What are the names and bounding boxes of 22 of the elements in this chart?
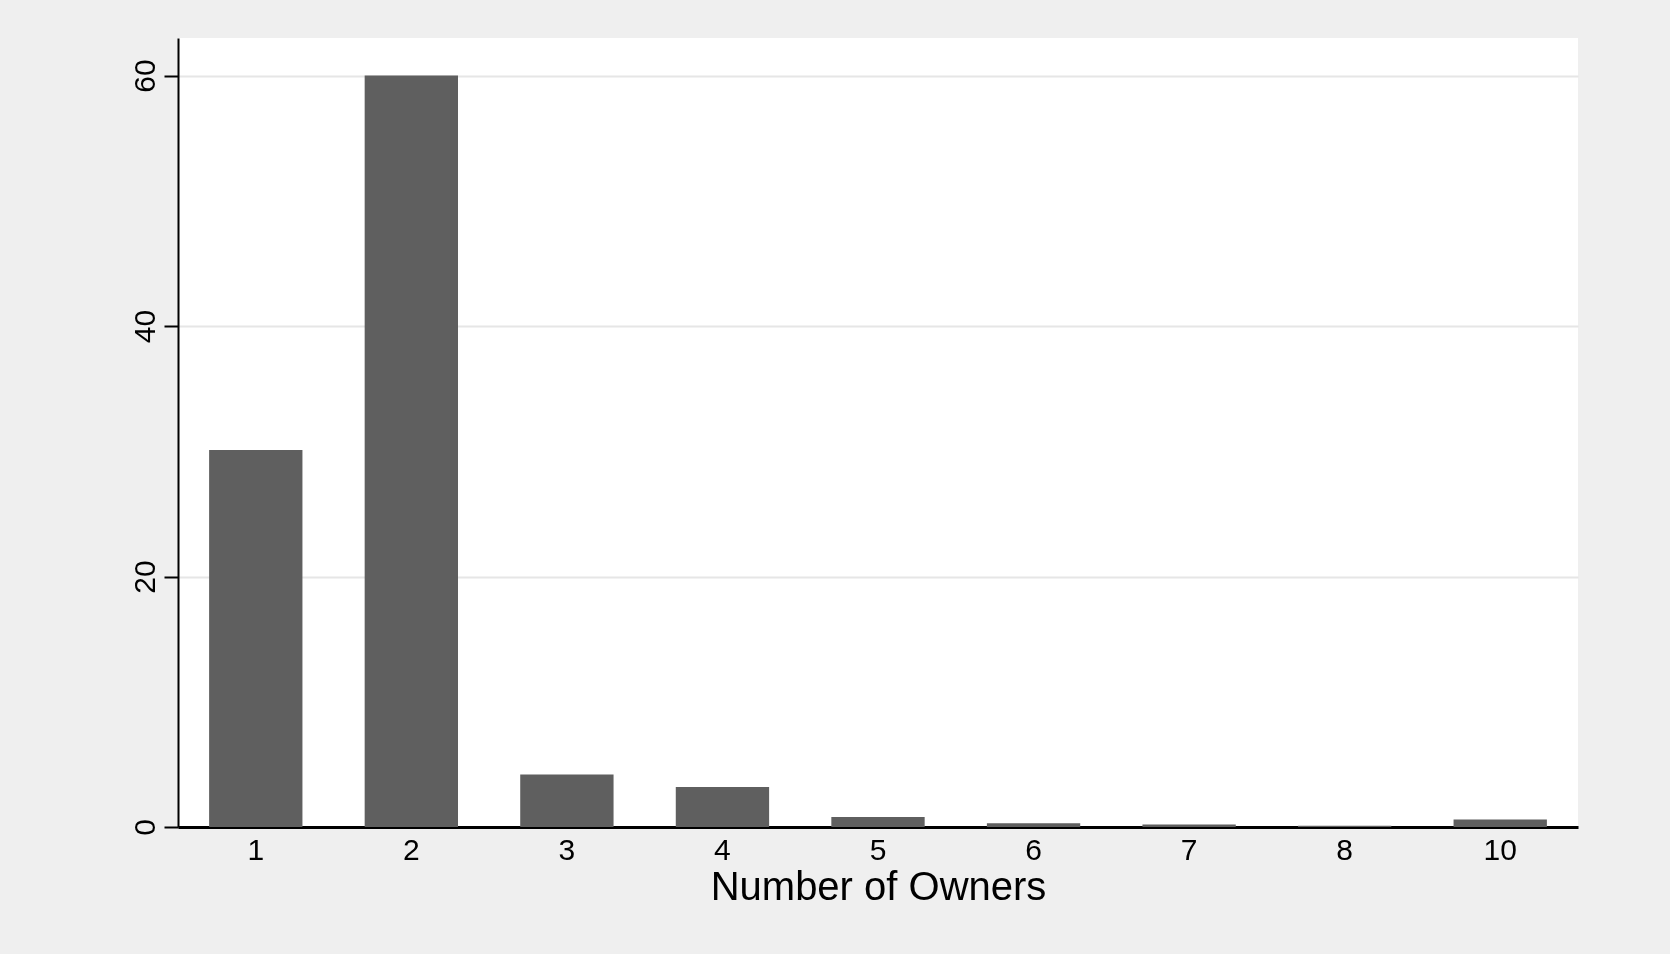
y-tick-label: 40: [127, 309, 161, 344]
x-tick-label: 8: [1336, 832, 1354, 866]
bar: [831, 816, 925, 827]
bar: [209, 450, 303, 827]
bar: [364, 75, 458, 827]
x-tick-label: 3: [558, 832, 576, 866]
x-tick-label: 5: [869, 832, 887, 866]
y-tick-label: 0: [127, 819, 161, 836]
bar: [986, 823, 1081, 827]
bar: [520, 774, 614, 827]
y-tick-label: 60: [127, 59, 161, 93]
x-tick-label: 10: [1483, 832, 1517, 866]
bar: [1453, 819, 1547, 827]
y-tick-label: 20: [127, 560, 161, 594]
bar: [675, 786, 770, 827]
x-tick-label: 1: [247, 832, 265, 866]
bar: [1142, 824, 1236, 827]
x-axis-title: Number of Owners: [710, 863, 1047, 908]
x-tick-label: 4: [714, 832, 731, 866]
x-tick-label: 7: [1180, 832, 1198, 866]
x-tick-label: 6: [1025, 832, 1042, 866]
x-tick-label: 2: [402, 832, 420, 866]
